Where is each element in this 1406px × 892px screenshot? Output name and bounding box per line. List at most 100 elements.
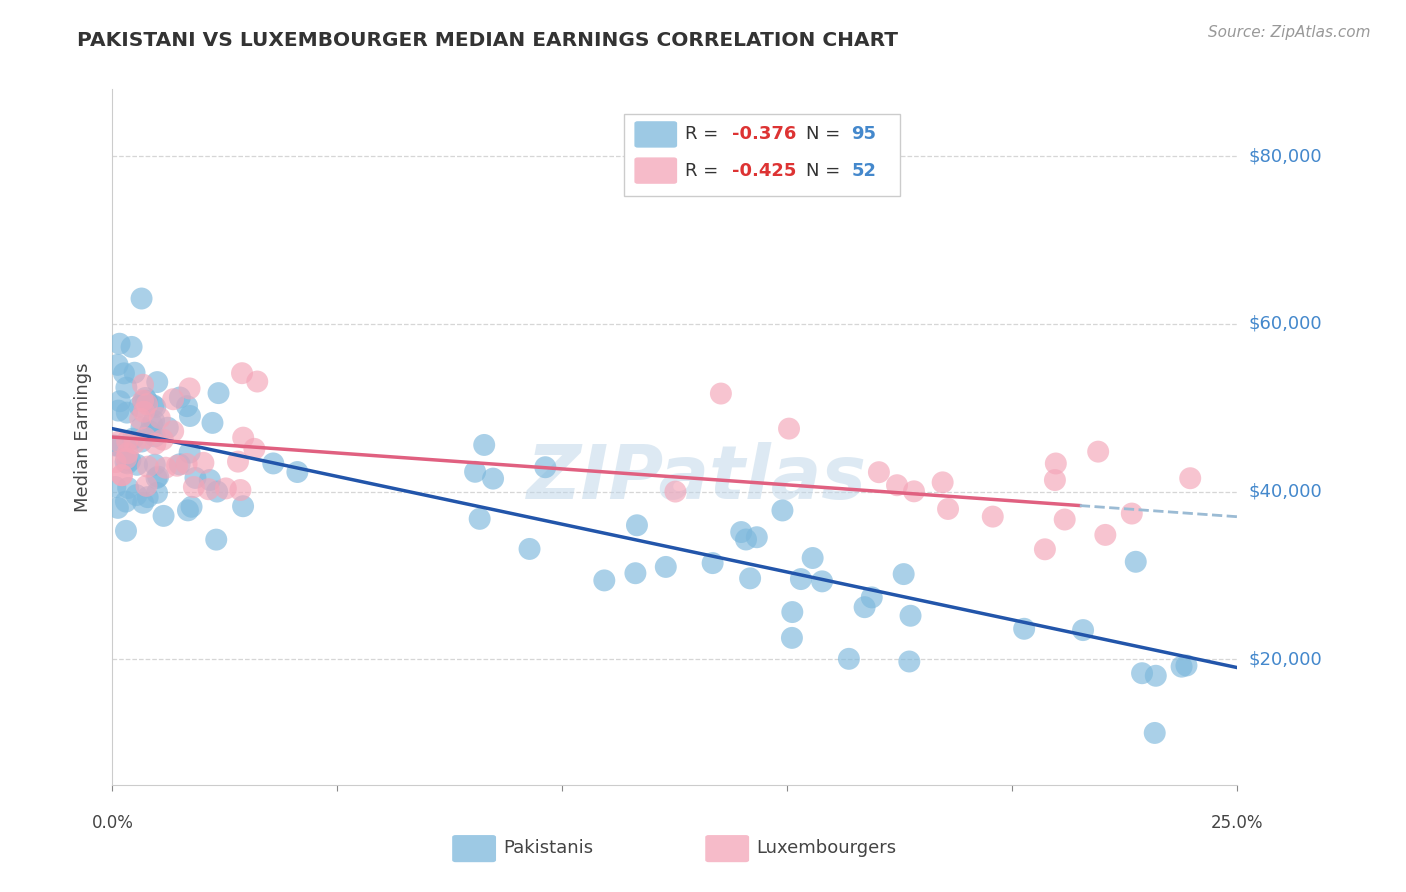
Text: Luxembourgers: Luxembourgers <box>756 839 896 857</box>
Point <box>129 411 152 425</box>
Point <box>860 591 883 605</box>
Point <box>128 399 150 413</box>
Point <box>903 484 925 499</box>
Point <box>120 453 142 467</box>
Point <box>232 500 254 514</box>
Point <box>215 482 238 496</box>
Text: N =: N = <box>807 126 846 144</box>
Text: 0.0%: 0.0% <box>91 814 134 832</box>
Point <box>936 502 959 516</box>
Point <box>232 431 254 445</box>
Point <box>1094 528 1116 542</box>
Point <box>107 500 129 515</box>
Point <box>131 292 153 306</box>
Point <box>730 524 752 539</box>
Text: 25.0%: 25.0% <box>1211 814 1264 832</box>
Point <box>243 442 266 456</box>
Point <box>115 451 138 466</box>
Point <box>143 458 166 472</box>
Point <box>778 422 800 436</box>
Point <box>169 458 191 472</box>
Point <box>811 574 834 589</box>
Point <box>121 340 143 354</box>
Point <box>246 375 269 389</box>
Point <box>146 469 169 483</box>
Point <box>115 494 138 508</box>
Point <box>1125 555 1147 569</box>
Point <box>115 524 138 538</box>
Point <box>468 512 491 526</box>
Point <box>782 605 804 619</box>
Point <box>900 608 922 623</box>
Text: $20,000: $20,000 <box>1249 650 1322 668</box>
Point <box>135 479 157 493</box>
Point <box>198 473 221 487</box>
Point <box>143 400 166 414</box>
Point <box>655 560 678 574</box>
Text: ZIPatlas: ZIPatlas <box>527 442 868 516</box>
Point <box>131 420 153 434</box>
Point <box>735 533 758 547</box>
Point <box>853 600 876 615</box>
Point <box>125 458 148 472</box>
Point <box>136 397 159 411</box>
Text: $80,000: $80,000 <box>1249 147 1322 165</box>
Point <box>134 391 156 405</box>
Point <box>162 424 184 438</box>
Point <box>184 471 207 485</box>
Point <box>519 541 541 556</box>
Point <box>108 336 131 351</box>
Point <box>534 460 557 475</box>
Point <box>152 433 174 447</box>
Point <box>132 405 155 419</box>
Point <box>155 460 177 475</box>
Point <box>464 465 486 479</box>
Point <box>197 482 219 496</box>
Point <box>179 445 201 459</box>
Point <box>112 367 135 381</box>
Point <box>114 455 136 469</box>
Point <box>1121 507 1143 521</box>
Point <box>132 377 155 392</box>
Point <box>1143 726 1166 740</box>
Point <box>1012 622 1035 636</box>
Point <box>131 434 153 449</box>
Point <box>179 381 201 395</box>
Point <box>176 457 198 471</box>
Point <box>132 496 155 510</box>
Text: $60,000: $60,000 <box>1249 315 1322 333</box>
Point <box>132 393 155 408</box>
Point <box>111 468 134 483</box>
Point <box>132 394 155 409</box>
Text: $40,000: $40,000 <box>1249 483 1322 500</box>
Point <box>740 571 762 585</box>
Point <box>931 475 953 490</box>
Text: -0.376: -0.376 <box>733 126 797 144</box>
Point <box>169 391 191 405</box>
Point <box>201 416 224 430</box>
Point <box>149 411 172 425</box>
Point <box>145 437 167 451</box>
Point <box>134 431 156 445</box>
Point <box>1144 669 1167 683</box>
Point <box>229 483 252 497</box>
Point <box>111 468 134 483</box>
Point <box>115 381 138 395</box>
Point <box>193 456 215 470</box>
Point <box>472 438 495 452</box>
Point <box>117 456 139 470</box>
Point <box>1043 473 1066 487</box>
Point <box>790 572 813 586</box>
Point <box>180 500 202 514</box>
Point <box>162 392 184 407</box>
Point <box>710 386 733 401</box>
Point <box>179 409 201 423</box>
Point <box>103 438 125 452</box>
Point <box>772 503 794 517</box>
Point <box>183 480 205 494</box>
Point <box>981 509 1004 524</box>
Text: Source: ZipAtlas.com: Source: ZipAtlas.com <box>1208 25 1371 40</box>
Point <box>287 465 309 479</box>
Point <box>702 556 724 570</box>
Point <box>1175 658 1198 673</box>
